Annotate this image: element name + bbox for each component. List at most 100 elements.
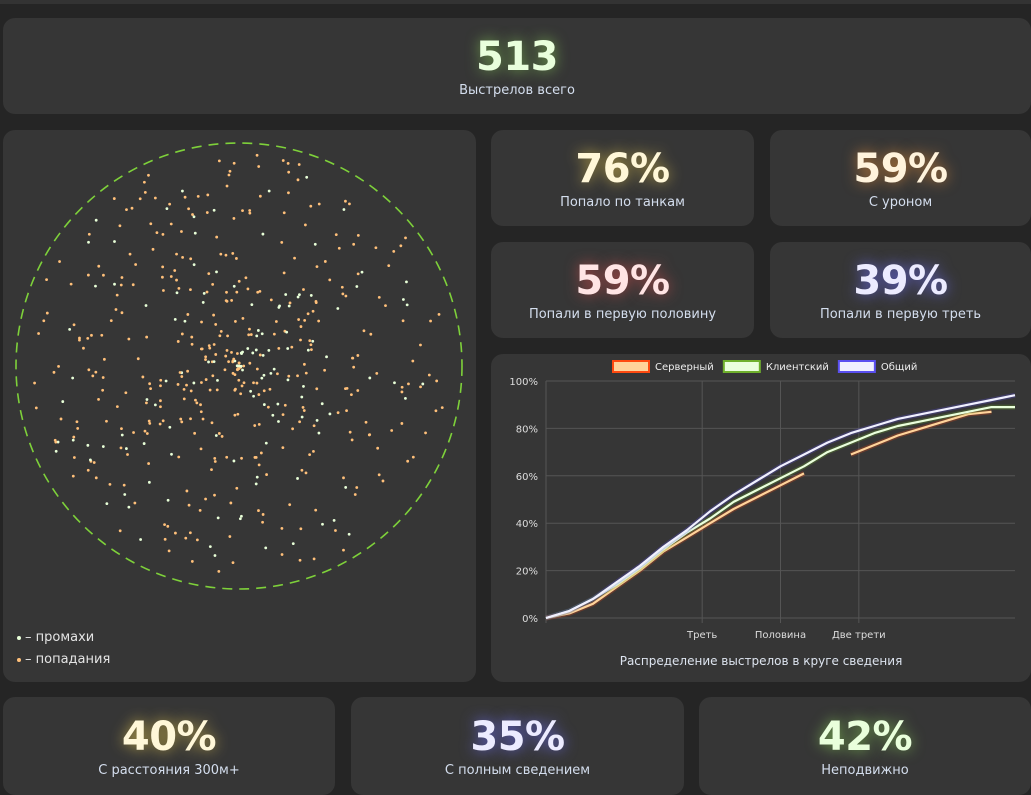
hit-point [143, 190, 147, 194]
hit-point [136, 357, 140, 361]
stat-card-stationary: 42% Неподвижно [699, 697, 1031, 795]
hit-point [291, 427, 295, 431]
total-shots-value: 513 [476, 33, 559, 80]
hit-point [120, 311, 124, 315]
hit-point [241, 209, 244, 212]
hit-point [309, 343, 313, 347]
hit-point [223, 368, 227, 372]
legend-swatch-icon [837, 360, 876, 373]
hit-point [114, 308, 118, 311]
hit-point [185, 383, 188, 387]
miss-point [153, 403, 157, 407]
miss-point [125, 447, 128, 450]
hit-point [200, 381, 203, 384]
miss-point [252, 394, 255, 398]
legend-label: Клиентский [766, 362, 829, 373]
stat-label: Попали в первую половину [528, 306, 717, 322]
hit-point [299, 325, 303, 328]
miss-point [101, 445, 105, 448]
total-shots-label: Выстрелов всего [459, 82, 575, 98]
top-bar [0, 0, 1031, 4]
miss-point [368, 376, 372, 380]
hit-point [224, 354, 228, 358]
hit-point [288, 301, 292, 305]
hit-point [235, 352, 239, 355]
hit-point [399, 244, 403, 248]
hit-point [314, 508, 318, 512]
hit-point [437, 313, 441, 316]
hit-point [126, 453, 129, 456]
hit-point [253, 456, 257, 459]
hit-point [234, 387, 237, 391]
hit-point [296, 374, 299, 378]
hit-point [158, 422, 162, 426]
hit-point [45, 278, 48, 282]
series-line [545, 406, 1015, 620]
hit-point [57, 364, 60, 368]
hit-point [280, 526, 284, 530]
hit-point [272, 332, 276, 336]
stat-value: 40% [121, 713, 217, 760]
hit-point [348, 202, 351, 206]
hit-point [257, 393, 261, 396]
hit-point [281, 446, 285, 450]
dispersion-circle [15, 142, 463, 590]
miss-point [216, 516, 220, 520]
stat-label: Попали в первую треть [819, 306, 982, 322]
miss-point [256, 329, 260, 332]
hit-point [86, 468, 90, 472]
hit-point [75, 420, 79, 424]
legend-miss-label: – промахи [25, 630, 95, 645]
miss-point [170, 452, 173, 456]
hit-point [175, 278, 178, 282]
hit-point [217, 570, 221, 573]
hit-point [169, 222, 173, 226]
hit-point [356, 354, 360, 357]
miss-point [144, 304, 148, 307]
hit-point [200, 320, 203, 324]
miss-point [175, 291, 179, 295]
hit-point [155, 231, 159, 235]
miss-point [296, 477, 299, 480]
hit-point [180, 230, 183, 233]
legend-swatch-icon [612, 360, 650, 373]
hit-point [205, 211, 209, 214]
hit-point [127, 337, 131, 341]
hit-point [138, 197, 142, 201]
miss-point [344, 486, 348, 489]
hit-point [204, 355, 208, 359]
hit-point [257, 422, 261, 426]
hit-point [435, 379, 439, 383]
hit-point [376, 446, 380, 450]
hit-point [115, 293, 119, 297]
stat-label: С уроном [868, 194, 933, 210]
y-tick-label: 80% [516, 424, 538, 435]
hit-point [87, 232, 91, 236]
hit-point [233, 373, 237, 377]
hit-point [120, 427, 123, 430]
legend-label: Серверный [655, 362, 714, 373]
hit-point [230, 299, 234, 302]
miss-point [61, 400, 65, 403]
hit-point [314, 301, 318, 305]
hit-dot-icon [17, 657, 21, 662]
hit-point [401, 319, 405, 323]
miss-point [113, 282, 116, 286]
hit-point [161, 275, 164, 279]
hit-point [134, 263, 138, 266]
miss-point [260, 332, 264, 336]
hit-point [308, 339, 312, 343]
hit-point [210, 468, 213, 471]
stat-label: С расстояния 300м+ [98, 762, 240, 778]
hit-point [240, 384, 244, 388]
hit-point [235, 290, 239, 294]
hit-point [287, 374, 291, 378]
hit-point [185, 489, 189, 493]
hit-point [400, 390, 404, 394]
hit-point [207, 344, 211, 348]
miss-point [145, 398, 149, 401]
distribution-chart-card: 0% 20% 40% 60% 80% 100% Треть Половина Две трети… [491, 354, 1031, 682]
miss-point [317, 431, 321, 435]
hit-point [225, 455, 229, 459]
legend-label: Общий [881, 362, 917, 373]
